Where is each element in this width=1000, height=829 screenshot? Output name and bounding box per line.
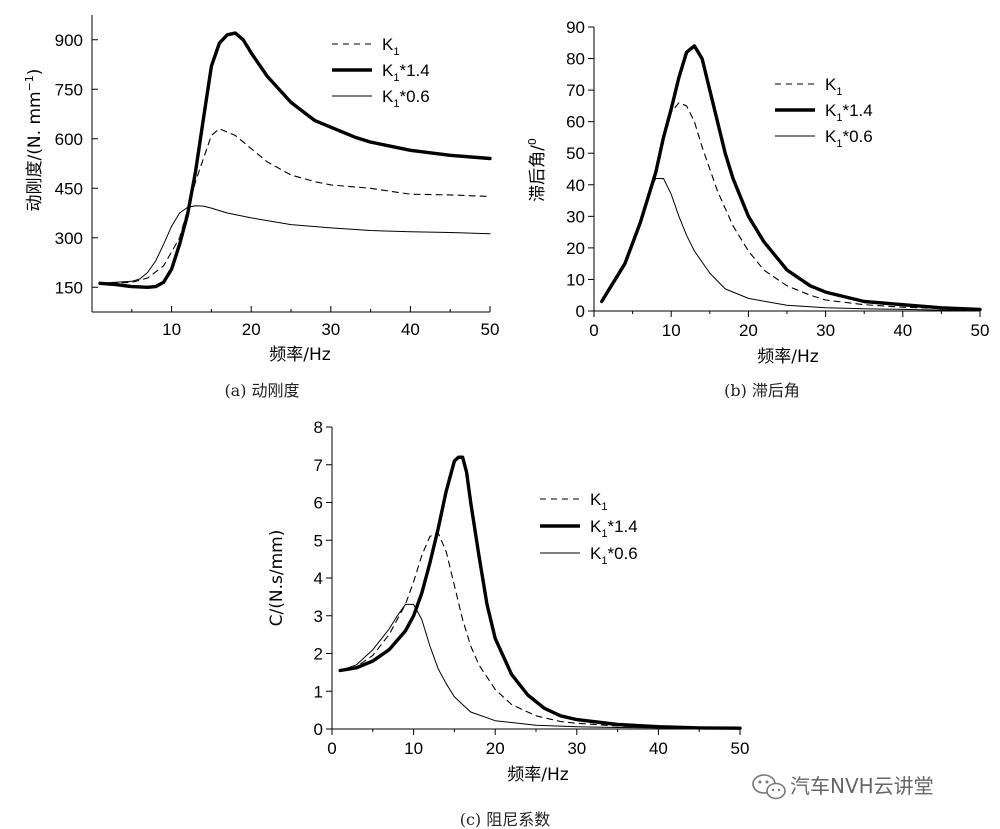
y-axis-label: 滞后角/0 bbox=[526, 138, 548, 202]
legend-label: K1*1.4 bbox=[590, 517, 638, 540]
x-tick-label: 10 bbox=[662, 321, 681, 340]
x-tick-label: 50 bbox=[971, 321, 990, 340]
x-tick-label: 50 bbox=[731, 739, 750, 758]
x-tick-label: 0 bbox=[589, 321, 598, 340]
y-tick-label: 900 bbox=[55, 31, 83, 50]
x-axis-label: 频率/Hz bbox=[507, 765, 569, 785]
legend-label: K1*0.6 bbox=[382, 87, 430, 110]
y-tick-label: 30 bbox=[566, 207, 585, 226]
y-tick-label: 10 bbox=[566, 270, 585, 289]
wechat-icon bbox=[752, 774, 786, 800]
y-tick-label: 40 bbox=[566, 176, 585, 195]
legend-label: K1 bbox=[382, 35, 399, 58]
y-tick-label: 80 bbox=[566, 50, 585, 69]
x-tick-label: 40 bbox=[401, 320, 420, 339]
x-tick-label: 30 bbox=[816, 321, 835, 340]
y-tick-label: 1 bbox=[314, 682, 323, 701]
legend-label: K1*0.6 bbox=[825, 127, 873, 150]
x-tick-label: 20 bbox=[486, 739, 505, 758]
series-line-thin bbox=[99, 205, 491, 284]
x-tick-label: 30 bbox=[321, 320, 340, 339]
x-tick-label: 10 bbox=[404, 739, 423, 758]
y-tick-label: 450 bbox=[55, 179, 83, 198]
watermark: 汽车NVH云讲堂 bbox=[752, 774, 934, 800]
y-tick-label: 7 bbox=[314, 456, 323, 475]
legend-label: K1 bbox=[590, 490, 607, 513]
chart-caption: (c) 阻尼系数 bbox=[460, 810, 551, 829]
y-tick-label: 0 bbox=[576, 302, 585, 321]
legend-label: K1 bbox=[825, 75, 842, 98]
chart-caption: (a) 动刚度 bbox=[224, 381, 299, 400]
y-tick-label: 3 bbox=[314, 607, 323, 626]
y-tick-label: 750 bbox=[55, 80, 83, 99]
chart-dynamic-stiffness: 10 20 30 40 50 150 300 450 600 750 900 K1 K1*1.4 K1*0… bbox=[23, 15, 499, 400]
x-tick-label: 40 bbox=[893, 321, 912, 340]
y-tick-label: 6 bbox=[314, 494, 323, 513]
y-tick-label: 600 bbox=[55, 130, 83, 149]
x-tick-label: 50 bbox=[481, 320, 500, 339]
chart-lag-angle: 0 10 20 30 40 50 0 10 20 30 40 50 60 70 80 90 K1 K1*1.4 K1… bbox=[526, 18, 989, 400]
y-axis-label: C/(N.s/mm) bbox=[267, 530, 287, 627]
y-tick-label: 0 bbox=[314, 720, 323, 739]
series-line-thin bbox=[339, 603, 741, 730]
series-line-thick bbox=[600, 44, 982, 312]
y-tick-label: 20 bbox=[566, 239, 585, 258]
y-tick-label: 5 bbox=[314, 531, 323, 550]
x-tick-label: 10 bbox=[162, 320, 181, 339]
y-tick-label: 150 bbox=[55, 278, 83, 297]
legend-label: K1*1.4 bbox=[825, 101, 873, 124]
y-tick-label: 4 bbox=[314, 569, 323, 588]
watermark-text: 汽车NVH云讲堂 bbox=[790, 774, 934, 798]
x-tick-label: 40 bbox=[649, 739, 668, 758]
series-line-thin bbox=[601, 178, 981, 311]
series-line-thick bbox=[338, 455, 742, 730]
x-tick-label: 20 bbox=[739, 321, 758, 340]
x-axis-label: 频率/Hz bbox=[757, 347, 819, 367]
y-tick-label: 2 bbox=[314, 645, 323, 664]
x-tick-label: 20 bbox=[242, 320, 261, 339]
y-tick-label: 60 bbox=[566, 113, 585, 132]
series-line-thick bbox=[98, 31, 492, 289]
y-tick-label: 70 bbox=[566, 81, 585, 100]
series-line-dashed bbox=[601, 102, 981, 310]
chart-caption: (b) 滞后角 bbox=[724, 381, 800, 400]
x-axis-label: 频率/Hz bbox=[269, 345, 331, 365]
legend-label: K1*1.4 bbox=[382, 61, 430, 84]
y-tick-label: 50 bbox=[566, 144, 585, 163]
y-tick-label: 8 bbox=[314, 418, 323, 437]
x-tick-label: 0 bbox=[327, 739, 336, 758]
y-tick-label: 300 bbox=[55, 229, 83, 248]
chart-damping-coefficient: 0 10 20 30 40 50 0 1 2 3 4 5 6 7 8 K1 K1*1.4 K1*0.6 频率/Hz C… bbox=[267, 418, 749, 829]
series-line-dashed bbox=[99, 128, 491, 284]
y-tick-label: 90 bbox=[566, 18, 585, 37]
x-tick-label: 30 bbox=[567, 739, 586, 758]
legend-label: K1*0.6 bbox=[590, 544, 638, 567]
series-line-dashed bbox=[339, 532, 741, 729]
y-axis-label: 动刚度/(N. mm−1) bbox=[23, 69, 45, 212]
